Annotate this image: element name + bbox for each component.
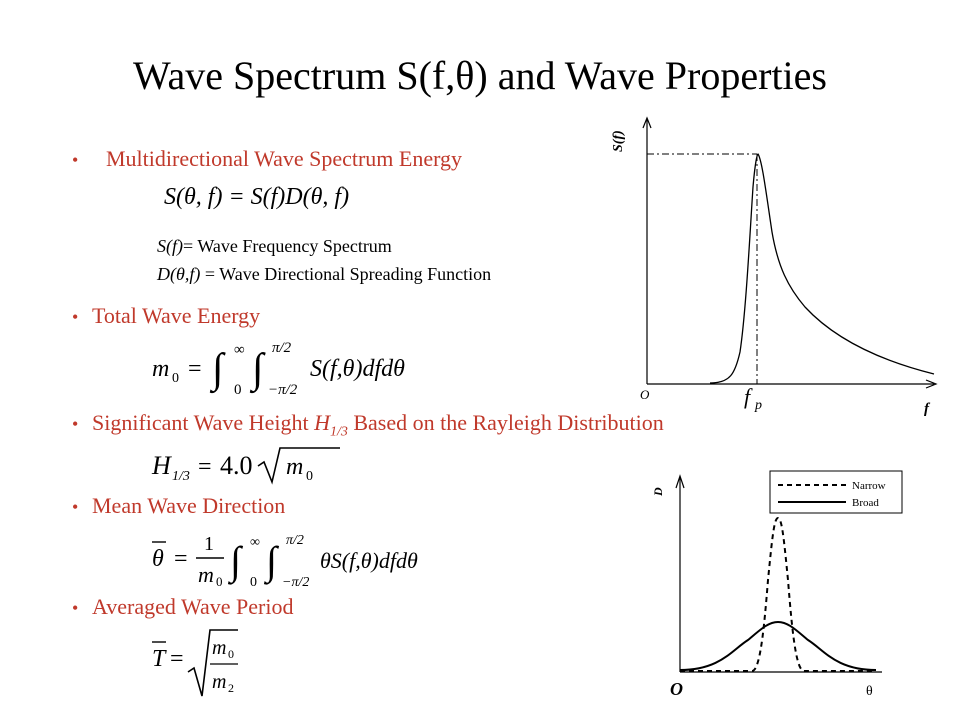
legend-narrow-label: Narrow <box>852 480 886 492</box>
broad-curve <box>679 620 877 671</box>
equation-total-energy: m 0 = ∫ ∞ 0 ∫ π/2 −π/2 S(f,θ)dfdθ <box>152 340 405 398</box>
equation-spectrum-product: S(θ, f) = S(f)D(θ, f) <box>164 184 350 210</box>
page-title: Wave Spectrum S(f,θ) and Wave Properties <box>132 53 827 98</box>
spreading-x-label: θ <box>866 684 873 699</box>
legend-broad-label: Broad <box>852 497 879 509</box>
eq-integrand: S(f,θ)dfdθ <box>310 356 405 382</box>
bullet-dot: • <box>72 497 79 517</box>
integral-lower-limit-direction: −π/2 <box>282 575 309 590</box>
bullet-text: Mean Wave Direction <box>92 493 286 518</box>
integral-sign-direction: ∫ <box>263 538 280 585</box>
integral-sign-frequency: ∫ <box>227 538 244 585</box>
eq-h-symbol: H <box>151 451 172 480</box>
bullet-dot: • <box>72 414 79 434</box>
eq-t-symbol: T <box>152 646 167 672</box>
sqrt-sign <box>187 629 238 697</box>
integral-upper-limit-direction: π/2 <box>272 340 292 356</box>
bullet-subscript: 1/3 <box>329 424 348 440</box>
definition-symbol: D(θ,f) <box>157 264 201 284</box>
definition-text: = Wave Frequency Spectrum <box>183 236 392 256</box>
eq-fraction-denominator-subscript: 2 <box>228 681 234 695</box>
equation-significant-wave-height: H 1/3 = 4.0 m 0 <box>151 447 340 485</box>
integral-upper-limit-frequency: ∞ <box>234 342 245 358</box>
spectrum-y-label: S(f) <box>611 130 626 152</box>
integral-upper-limit-direction: π/2 <box>286 533 304 548</box>
narrow-curve <box>680 516 876 672</box>
spectrum-x-label: f <box>924 401 931 417</box>
integral-lower-limit-frequency: 0 <box>234 382 242 398</box>
spreading-origin-label: O <box>670 679 683 699</box>
bullet-mean-direction: • Mean Wave Direction <box>72 493 285 520</box>
eq-radicand-subscript: 0 <box>306 469 313 484</box>
bullet-text: Multidirectional Wave Spectrum Energy <box>106 146 463 171</box>
spectrum-x-arrowhead <box>925 379 938 389</box>
definition-frequency-spectrum: S(f)= Wave Frequency Spectrum <box>157 234 392 258</box>
integral-lower-limit-direction: −π/2 <box>268 382 298 398</box>
peak-frequency-label: f <box>744 384 753 409</box>
peak-frequency-subscript: p <box>754 398 762 413</box>
bullet-significant-wave-height: • Significant Wave Height H1/3 Based on t… <box>72 410 664 445</box>
eq-m0-subscript: 0 <box>172 371 179 386</box>
eq-fraction-numerator: 1 <box>204 533 214 555</box>
integral-lower-limit-frequency: 0 <box>250 575 257 590</box>
eq-fraction-numerator: m <box>212 637 226 659</box>
spreading-plot: Narrow Broad D O θ <box>651 470 903 699</box>
spectrum-y-arrowhead <box>642 116 652 129</box>
definition-directional-spreading: D(θ,f) = Wave Directional Spreading Func… <box>157 262 491 286</box>
eq-equals: = <box>198 454 212 480</box>
sqrt-sign <box>257 447 340 485</box>
spreading-legend <box>769 470 903 514</box>
eq-equals: = <box>188 356 202 382</box>
bullet-text: Averaged Wave Period <box>92 594 294 619</box>
eq-fraction-denominator-subscript: 0 <box>216 574 223 589</box>
eq-coefficient: 4.0 <box>220 451 253 480</box>
integral-sign-frequency: ∫ <box>209 346 226 394</box>
bullet-text-tail: Based on the Rayleigh Distribution <box>347 410 664 435</box>
definition-symbol: S(f) <box>157 236 183 256</box>
equation-averaged-period: T = m 0 m 2 <box>152 629 238 697</box>
spreading-y-arrowhead <box>675 474 685 489</box>
eq-m0-symbol: m <box>152 356 169 382</box>
spectrum-origin-label: O <box>640 387 650 402</box>
bullet-dot: • <box>72 150 79 170</box>
eq-theta-bar-symbol: θ <box>152 546 164 572</box>
bullet-text: Significant Wave Height <box>92 410 315 435</box>
eq-h-subscript: 1/3 <box>172 469 190 484</box>
eq-equals: = <box>170 646 184 672</box>
equation-mean-direction: θ = 1 m 0 ∫ ∞ 0 ∫ π/2 −π/2 θS(f,θ)dfdθ <box>152 533 418 590</box>
spectrum-plot: S(f) O f f p <box>611 116 938 417</box>
bullet-multidirectional-energy: • Multidirectional Wave Spectrum Energy <box>72 146 462 173</box>
eq-fraction-denominator: m <box>198 562 214 587</box>
bullet-total-energy: • Total Wave Energy <box>72 303 260 330</box>
spreading-y-label: D <box>651 487 665 497</box>
eq-fraction-numerator-subscript: 0 <box>228 647 234 661</box>
bullet-averaged-period: • Averaged Wave Period <box>72 594 293 621</box>
integral-upper-limit-frequency: ∞ <box>250 535 260 550</box>
definition-text: = Wave Directional Spreading Function <box>200 264 492 284</box>
eq-integrand: θS(f,θ)dfdθ <box>320 548 418 573</box>
bullet-text: Total Wave Energy <box>92 303 261 328</box>
bullet-dot: • <box>72 598 79 618</box>
bullet-dot: • <box>72 307 79 327</box>
spectrum-curve <box>709 153 935 384</box>
integral-sign-direction: ∫ <box>249 346 266 394</box>
eq-equals: = <box>174 546 188 572</box>
eq-fraction-denominator: m <box>212 671 226 693</box>
bullet-symbol: H <box>314 410 330 435</box>
eq-radicand: m <box>286 454 303 480</box>
